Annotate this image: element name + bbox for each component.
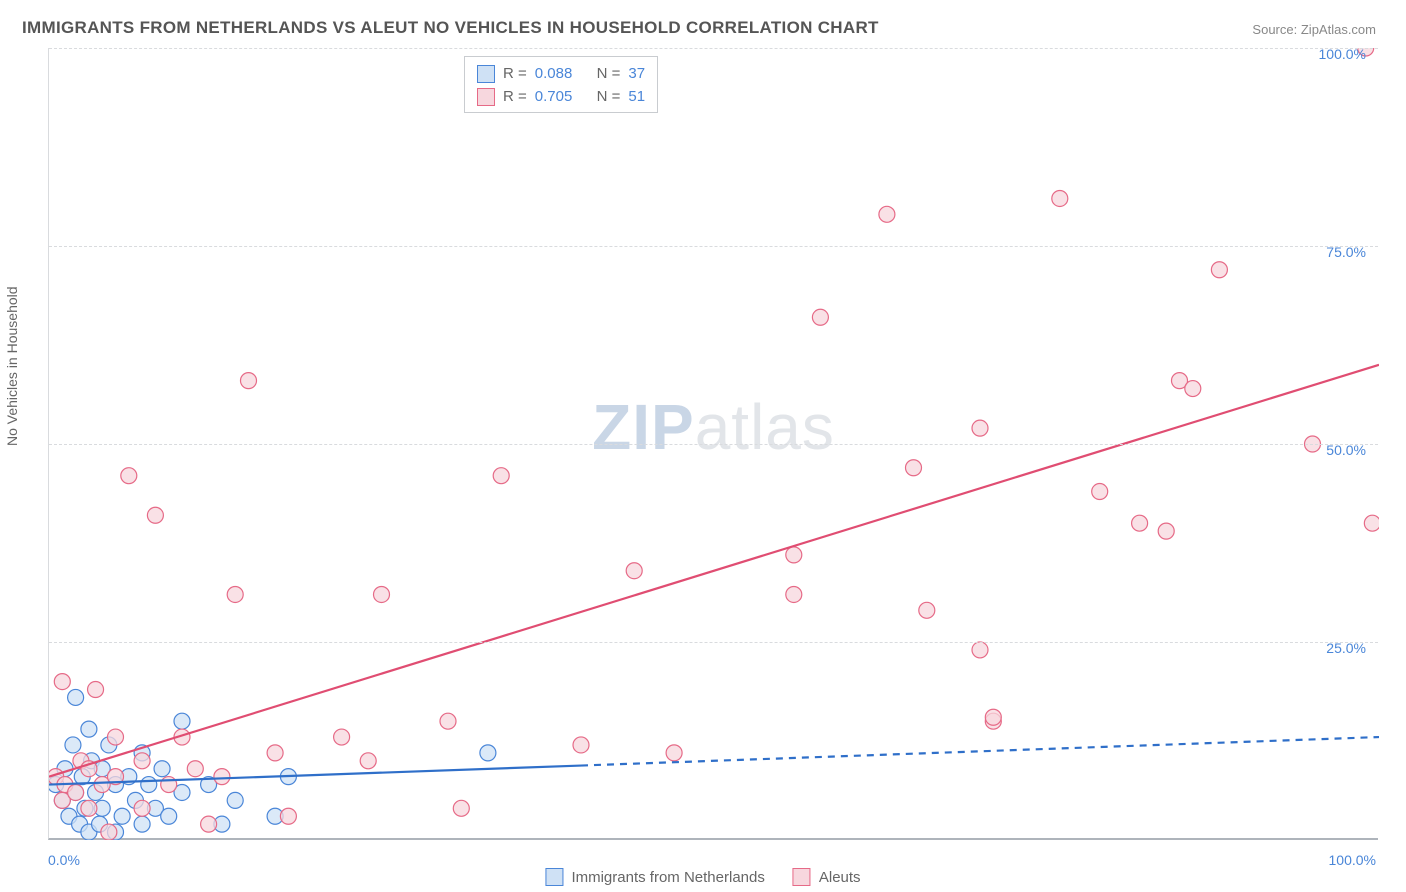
y-tick-label: 25.0% — [1326, 640, 1366, 656]
stats-row-2: R = 0.705 N = 51 — [477, 86, 645, 109]
swatch-series2-b — [793, 868, 811, 886]
stats-legend: R = 0.088 N = 37 R = 0.705 N = 51 — [464, 56, 658, 113]
y-tick-label: 50.0% — [1326, 442, 1366, 458]
y-tick-label: 100.0% — [1319, 46, 1366, 62]
source-label: Source: — [1252, 22, 1297, 37]
chart-title: IMMIGRANTS FROM NETHERLANDS VS ALEUT NO … — [22, 18, 879, 38]
gridline — [49, 246, 1378, 247]
swatch-series2 — [477, 88, 495, 106]
n-label: N = — [597, 63, 621, 86]
n-label: N = — [597, 86, 621, 109]
y-tick-label: 75.0% — [1326, 244, 1366, 260]
n-value-2: 51 — [628, 86, 645, 109]
y-axis-label: No Vehicles in Household — [4, 286, 20, 446]
legend-label-2: Aleuts — [819, 869, 861, 886]
series-legend: Immigrants from Netherlands Aleuts — [545, 868, 860, 886]
swatch-series1 — [477, 65, 495, 83]
n-value-1: 37 — [628, 63, 645, 86]
x-tick-min: 0.0% — [48, 852, 80, 868]
source-attribution: Source: ZipAtlas.com — [1252, 22, 1376, 37]
legend-label-1: Immigrants from Netherlands — [571, 869, 764, 886]
r-value-2: 0.705 — [535, 86, 573, 109]
source-value: ZipAtlas.com — [1301, 22, 1376, 37]
swatch-series1-b — [545, 868, 563, 886]
plot-area: ZIPatlas R = 0.088 N = 37 R = 0.705 N = … — [48, 48, 1378, 840]
r-label: R = — [503, 86, 527, 109]
legend-item-1: Immigrants from Netherlands — [545, 868, 764, 886]
stats-row-1: R = 0.088 N = 37 — [477, 63, 645, 86]
gridline — [49, 444, 1378, 445]
legend-item-2: Aleuts — [793, 868, 861, 886]
gridline — [49, 48, 1378, 49]
x-tick-max: 100.0% — [1329, 852, 1376, 868]
gridline — [49, 642, 1378, 643]
r-value-1: 0.088 — [535, 63, 573, 86]
r-label: R = — [503, 63, 527, 86]
